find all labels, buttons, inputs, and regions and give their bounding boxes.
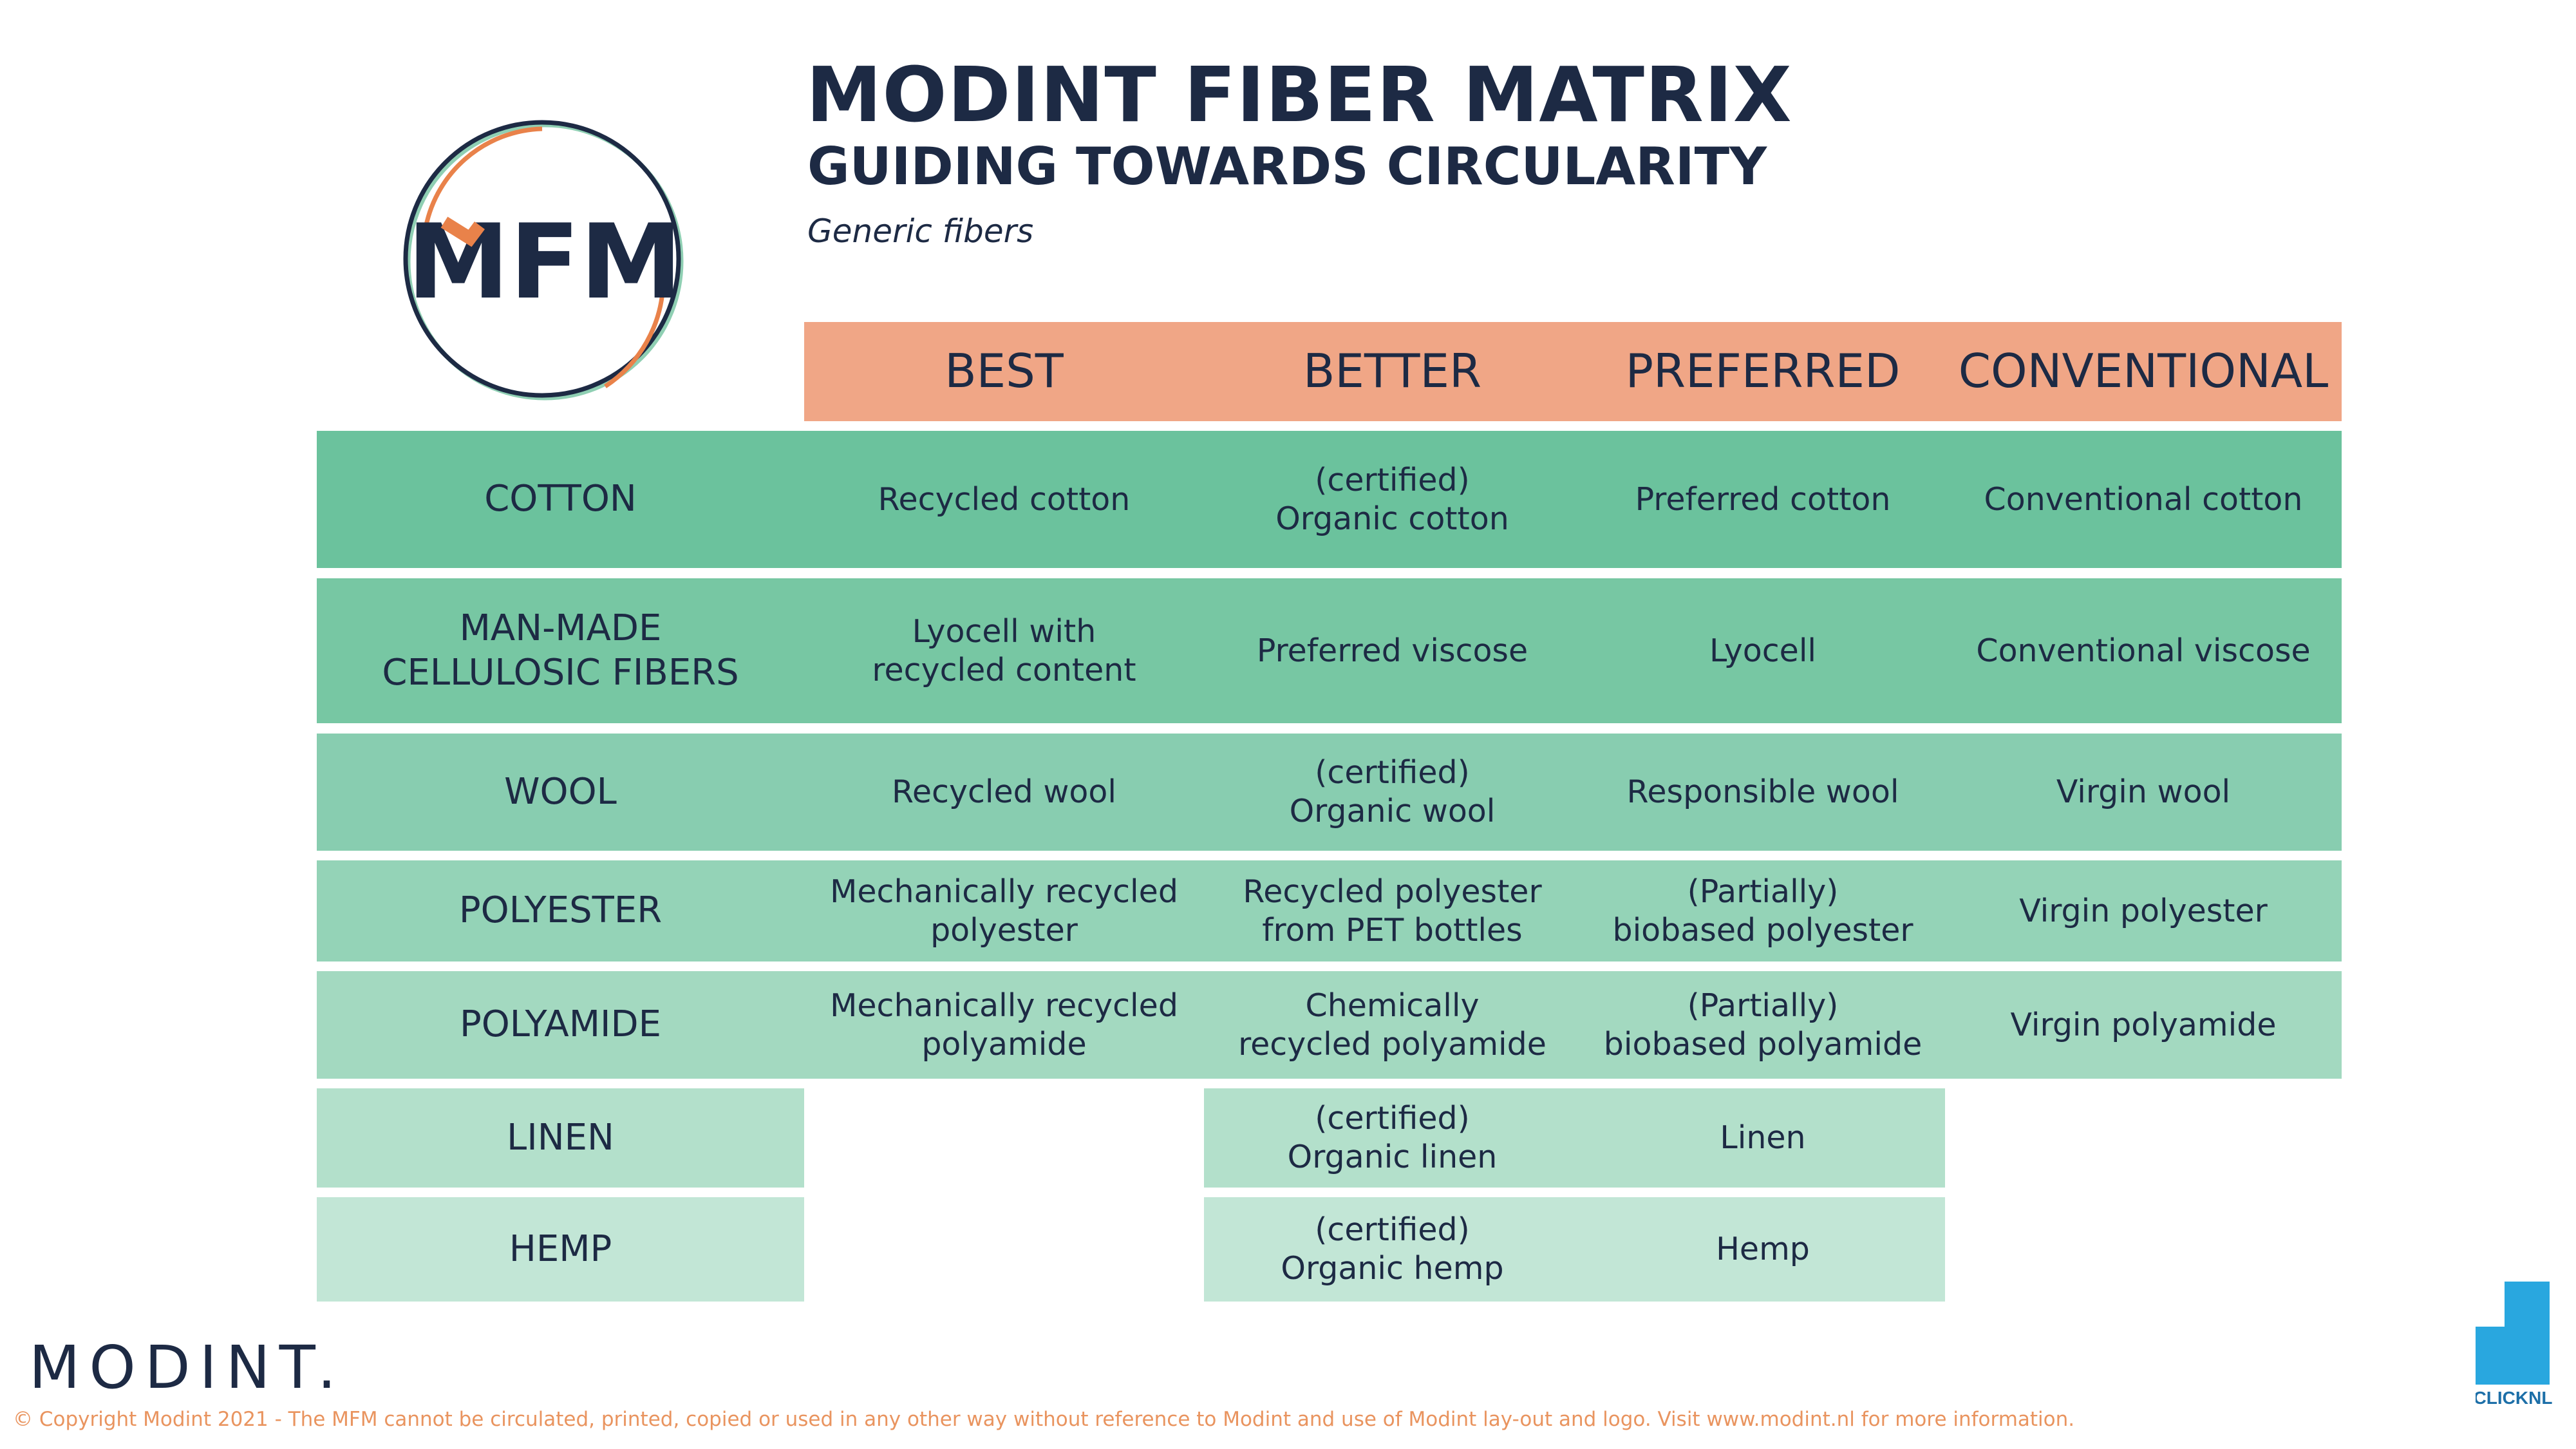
text-line: (certified): [1315, 1100, 1470, 1137]
row-label: MAN-MADE CELLULOSIC FIBERS: [317, 578, 804, 723]
text-line: (certified): [1315, 754, 1470, 791]
text-line: Mechanically recycled: [830, 873, 1178, 910]
text-line: COTTON: [484, 478, 637, 520]
text-line: Virgin polyamide: [2010, 1006, 2277, 1043]
row-label: HEMP: [317, 1197, 804, 1302]
text-line: biobased polyester: [1612, 911, 1913, 949]
matrix-cell: Recycled polyester from PET bottles: [1204, 860, 1581, 961]
matrix-cell: (certified) Organic hemp: [1204, 1197, 1581, 1302]
row-label: LINEN: [317, 1088, 804, 1188]
text-line: Organic linen: [1287, 1139, 1498, 1175]
row-label: POLYESTER: [317, 860, 804, 961]
matrix-cell: (certified) Organic wool: [1204, 734, 1581, 851]
row-label: POLYAMIDE: [317, 971, 804, 1079]
column-header: CONVENTIONAL: [1958, 344, 2329, 399]
text-line: Preferred cotton: [1635, 480, 1891, 518]
matrix-cell: Mechanically recycled polyamide: [804, 971, 1204, 1079]
text-line: WOOL: [504, 770, 617, 813]
matrix-cell: (Partially) biobased polyamide: [1581, 971, 1945, 1079]
matrix-cell: (certified) Organic linen: [1204, 1088, 1581, 1188]
text-line: LINEN: [507, 1116, 614, 1159]
description: Generic fibers: [807, 213, 1034, 250]
text-line: Lyocell with: [912, 612, 1096, 650]
logo-gap: [2476, 1311, 2505, 1327]
text-line: Virgin wool: [2056, 773, 2231, 811]
matrix-cell: Virgin polyester: [1945, 860, 2342, 961]
text-line: Recycled polyester: [1243, 873, 1542, 910]
subtitle: GUIDING TOWARDS CIRCULARITY: [807, 137, 1767, 196]
title: MODINT FIBER MATRIX: [806, 50, 1792, 139]
matrix-cell: Chemically recycled polyamide: [1204, 971, 1581, 1079]
text-line: Preferred viscose: [1256, 632, 1528, 669]
column-header: PREFERRED: [1625, 344, 1901, 399]
matrix-cell: Recycled wool: [804, 734, 1204, 851]
matrix-cell: (Partially) biobased polyester: [1581, 860, 1945, 961]
matrix-cell: Linen: [1581, 1088, 1945, 1188]
text-line: (certified): [1315, 461, 1470, 498]
text-line: Responsible wool: [1626, 773, 1899, 811]
text-line: Lyocell: [1709, 632, 1817, 669]
logo-arc: [604, 283, 666, 388]
mfm-logo: MFM: [403, 120, 684, 401]
copyright: © Copyright Modint 2021 - The MFM cannot…: [13, 1408, 2075, 1431]
matrix-cell: Preferred viscose: [1204, 578, 1581, 723]
text-line: Hemp: [1716, 1231, 1810, 1268]
matrix-cell: Hemp: [1581, 1197, 1945, 1302]
text-line: MAN-MADE: [459, 607, 662, 650]
text-line: Organic cotton: [1275, 500, 1509, 537]
column-header: BETTER: [1302, 344, 1482, 399]
matrix-cell: Conventional cotton: [1945, 431, 2342, 568]
text-line: Chemically: [1305, 987, 1480, 1024]
logo-accent: [440, 216, 485, 247]
matrix-cell: Preferred cotton: [1581, 431, 1945, 568]
text-line: Organic hemp: [1281, 1250, 1504, 1287]
text-line: biobased polyamide: [1603, 1025, 1923, 1063]
brand: MODINT.: [29, 1333, 346, 1402]
text-line: Linen: [1720, 1119, 1806, 1157]
text-line: Mechanically recycled: [830, 987, 1178, 1024]
partner-text: CLICKNL: [2476, 1388, 2552, 1408]
text-line: Recycled wool: [892, 773, 1116, 811]
header-bar: [804, 322, 2342, 421]
text-line: Conventional cotton: [1984, 480, 2303, 518]
matrix-cell: Recycled cotton: [804, 431, 1204, 568]
text-line: (Partially): [1687, 873, 1839, 910]
logo-ring: [406, 122, 684, 401]
text-line: (Partially): [1687, 987, 1839, 1024]
row-label: WOOL: [317, 734, 804, 851]
text-line: HEMP: [509, 1227, 612, 1270]
text-line: Conventional viscose: [1976, 632, 2311, 669]
text-line: CELLULOSIC FIBERS: [382, 651, 739, 694]
logo-arc: [422, 126, 543, 232]
matrix-cell: Virgin polyamide: [1945, 971, 2342, 1079]
matrix-cell: Conventional viscose: [1945, 578, 2342, 723]
matrix-cell: Mechanically recycled polyester: [804, 860, 1204, 961]
matrix-cell: Responsible wool: [1581, 734, 1945, 851]
text-line: Virgin polyester: [2019, 892, 2268, 929]
text-line: recycled polyamide: [1238, 1025, 1547, 1063]
text-line: POLYAMIDE: [459, 1003, 662, 1046]
text-line: Recycled cotton: [878, 480, 1131, 518]
matrix-cell: Lyocell with recycled content: [804, 578, 1204, 723]
text-line: from PET bottles: [1262, 911, 1523, 949]
text-line: recycled content: [872, 651, 1136, 688]
logo-ring: [403, 120, 681, 398]
text-line: POLYESTER: [458, 889, 663, 932]
row-label: COTTON: [317, 431, 804, 568]
text-line: (certified): [1315, 1211, 1470, 1249]
matrix-cell: (certified) Organic cotton: [1204, 431, 1581, 568]
text-line: Organic wool: [1289, 793, 1496, 829]
matrix-cell: Virgin wool: [1945, 734, 2342, 851]
column-header: BEST: [945, 344, 1064, 399]
text-line: polyester: [930, 911, 1078, 949]
clicknl-logo: CLICKNL: [2476, 1282, 2552, 1408]
matrix-cell: Lyocell: [1581, 578, 1945, 723]
text-line: polyamide: [921, 1025, 1087, 1063]
